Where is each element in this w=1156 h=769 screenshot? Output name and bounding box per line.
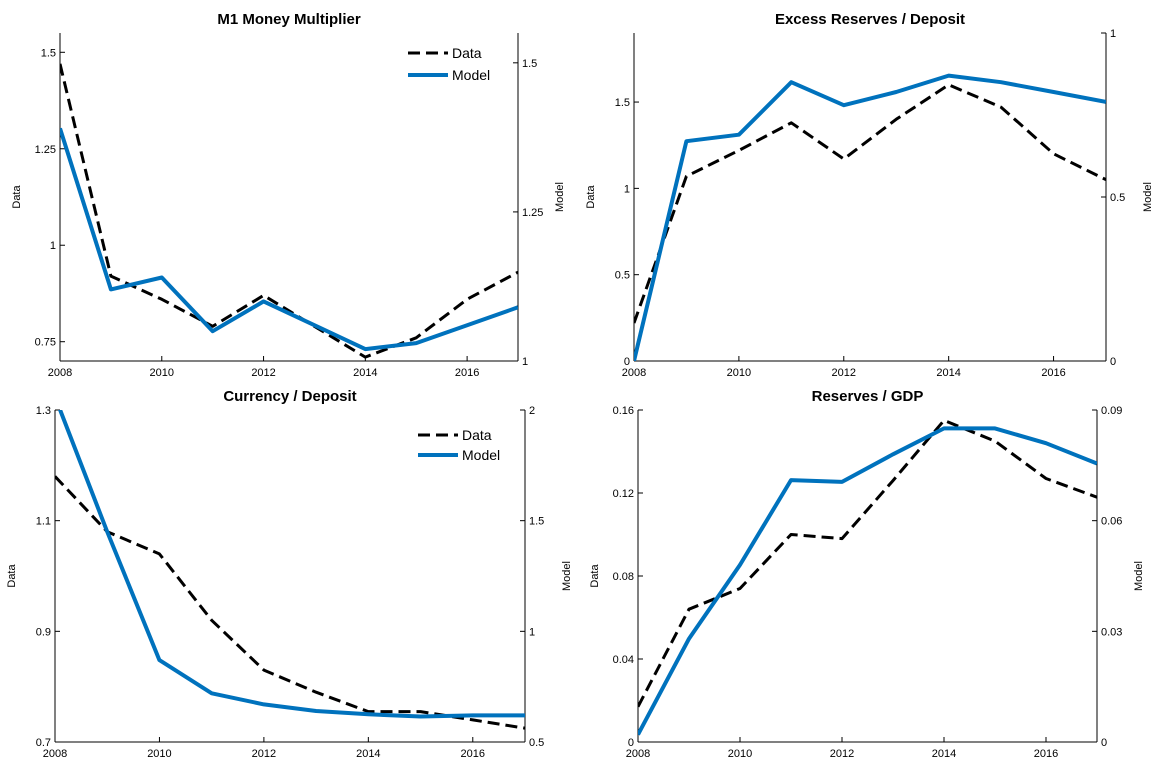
left-y-axis-label: Data [589, 564, 601, 588]
x-tick-label: 2008 [43, 748, 67, 760]
left-y-tick-label: 0.16 [613, 405, 634, 417]
x-tick-label: 2008 [626, 748, 650, 760]
left-y-tick-label: 1.1 [36, 516, 51, 528]
x-tick-label: 2010 [150, 367, 174, 379]
x-tick-label: 2014 [932, 748, 956, 760]
x-tick-label: 2010 [147, 748, 171, 760]
x-tick-label: 2014 [356, 748, 380, 760]
x-tick-label: 2012 [252, 748, 276, 760]
left-y-tick-label: 1 [50, 240, 56, 252]
right-y-axis-label: Model [554, 182, 566, 212]
series-line-data [634, 83, 1106, 324]
x-tick-label: 2010 [727, 367, 751, 379]
x-tick-label: 2014 [936, 367, 960, 379]
right-y-tick-label: 0 [1101, 737, 1107, 749]
series-line-data [55, 475, 525, 730]
panel-reserves-gdp: Reserves / GDP 2008 2010 2012 2014 2016 0 0.04 0… [589, 388, 1145, 760]
chart-title: Currency / Deposit [223, 388, 356, 405]
legend: Data Model [408, 45, 490, 83]
left-y-tick-label: 0.5 [615, 270, 630, 282]
right-y-axis-label: Model [1142, 182, 1154, 212]
x-tick-label: 2016 [1041, 367, 1065, 379]
x-tick-label: 2016 [1034, 748, 1058, 760]
right-y-tick-label: 0.5 [529, 737, 544, 749]
x-tick-label: 2008 [48, 367, 72, 379]
right-y-tick-label: 1.5 [529, 516, 544, 528]
chart-title: Reserves / GDP [812, 388, 924, 405]
x-tick-label: 2012 [830, 748, 854, 760]
left-y-tick-label: 1.5 [41, 47, 56, 59]
series-line-model [57, 410, 525, 719]
left-y-tick-label: 0.12 [613, 488, 634, 500]
left-y-tick-label: 1.25 [35, 144, 56, 156]
legend: Data Model [418, 427, 500, 463]
series-line-model [60, 127, 518, 352]
legend-label-model: Model [462, 447, 500, 463]
panel-m1-money-multiplier: M1 Money Multiplier 2008 2010 2012 2014 2016 0… [11, 11, 566, 379]
right-y-tick-label: 0 [1110, 356, 1116, 368]
right-y-tick-label: 1 [529, 626, 535, 638]
left-y-tick-label: 0.04 [613, 654, 634, 666]
x-tick-label: 2008 [622, 367, 646, 379]
right-y-tick-label: 0.06 [1101, 516, 1122, 528]
left-y-axis-label: Data [6, 564, 18, 588]
right-y-tick-label: 1.25 [522, 207, 543, 219]
legend-label-data: Data [462, 427, 492, 443]
series-line-model [638, 426, 1097, 736]
right-y-tick-label: 0.03 [1101, 626, 1122, 638]
left-y-tick-label: 1.3 [36, 405, 51, 417]
chart-title: Excess Reserves / Deposit [775, 11, 965, 28]
series-line-data [638, 418, 1097, 708]
chart-title: M1 Money Multiplier [217, 11, 361, 28]
panel-excess-reserves-deposit: Excess Reserves / Deposit 2008 2010 2012 201… [585, 11, 1154, 379]
left-y-tick-label: 1 [624, 183, 630, 195]
series-line-model [634, 73, 1106, 361]
x-tick-label: 2016 [455, 367, 479, 379]
x-tick-label: 2012 [832, 367, 856, 379]
x-tick-label: 2014 [353, 367, 377, 379]
left-y-tick-label: 1.5 [615, 97, 630, 109]
legend-label-model: Model [452, 67, 490, 83]
right-y-axis-label: Model [561, 561, 573, 591]
left-y-axis-label: Data [11, 185, 23, 209]
right-y-tick-label: 1 [1110, 28, 1116, 40]
left-y-tick-label: 0 [624, 356, 630, 368]
x-tick-label: 2016 [461, 748, 485, 760]
legend-label-data: Data [452, 45, 482, 61]
panel-currency-deposit: Currency / Deposit 2008 2010 2012 2014 2016 0.… [6, 388, 573, 760]
right-y-axis-label: Model [1133, 561, 1145, 591]
right-y-tick-label: 0.09 [1101, 405, 1122, 417]
right-y-tick-label: 1 [522, 356, 528, 368]
left-y-tick-label: 0.7 [36, 737, 51, 749]
left-y-tick-label: 0.75 [35, 337, 56, 349]
left-y-tick-label: 0.08 [613, 571, 634, 583]
series-line-data [60, 63, 518, 359]
right-y-tick-label: 0.5 [1110, 192, 1125, 204]
x-tick-label: 2012 [251, 367, 275, 379]
right-y-tick-label: 1.5 [522, 58, 537, 70]
left-y-tick-label: 0.9 [36, 626, 51, 638]
left-y-axis-label: Data [585, 185, 597, 209]
x-tick-label: 2010 [728, 748, 752, 760]
left-y-tick-label: 0 [628, 737, 634, 749]
right-y-tick-label: 2 [529, 405, 535, 417]
